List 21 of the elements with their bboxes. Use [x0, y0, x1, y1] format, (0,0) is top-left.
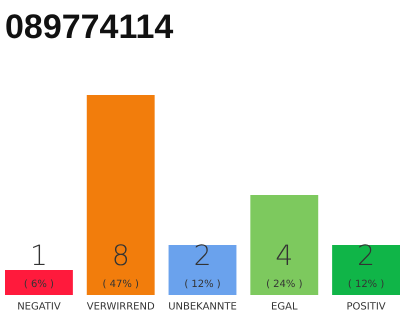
x-tick-label: POSITIV	[346, 302, 386, 312]
x-tick-label: VERWIRREND	[86, 302, 155, 312]
bar	[250, 195, 318, 295]
data-label: 4	[275, 239, 294, 272]
annotation: ( 12% )	[184, 279, 221, 290]
bar	[5, 270, 73, 295]
annotation: ( 6% )	[24, 279, 54, 290]
x-tick-label: UNBEKANNTE	[168, 302, 237, 312]
data-label: 2	[194, 239, 212, 272]
data-label: 8	[112, 239, 130, 272]
x-tick-label: EGAL	[271, 302, 298, 312]
bar	[168, 245, 236, 295]
annotation: ( 24% )	[266, 279, 303, 290]
annotation: ( 47% )	[102, 279, 140, 290]
bar	[86, 95, 155, 295]
chart-title: 089774114	[5, 8, 174, 46]
x-tick-label: NEGATIV	[17, 302, 61, 312]
data-label: 1	[30, 239, 48, 272]
bar	[332, 245, 400, 295]
data-label: 2	[357, 239, 375, 272]
annotation: ( 12% )	[348, 279, 384, 290]
